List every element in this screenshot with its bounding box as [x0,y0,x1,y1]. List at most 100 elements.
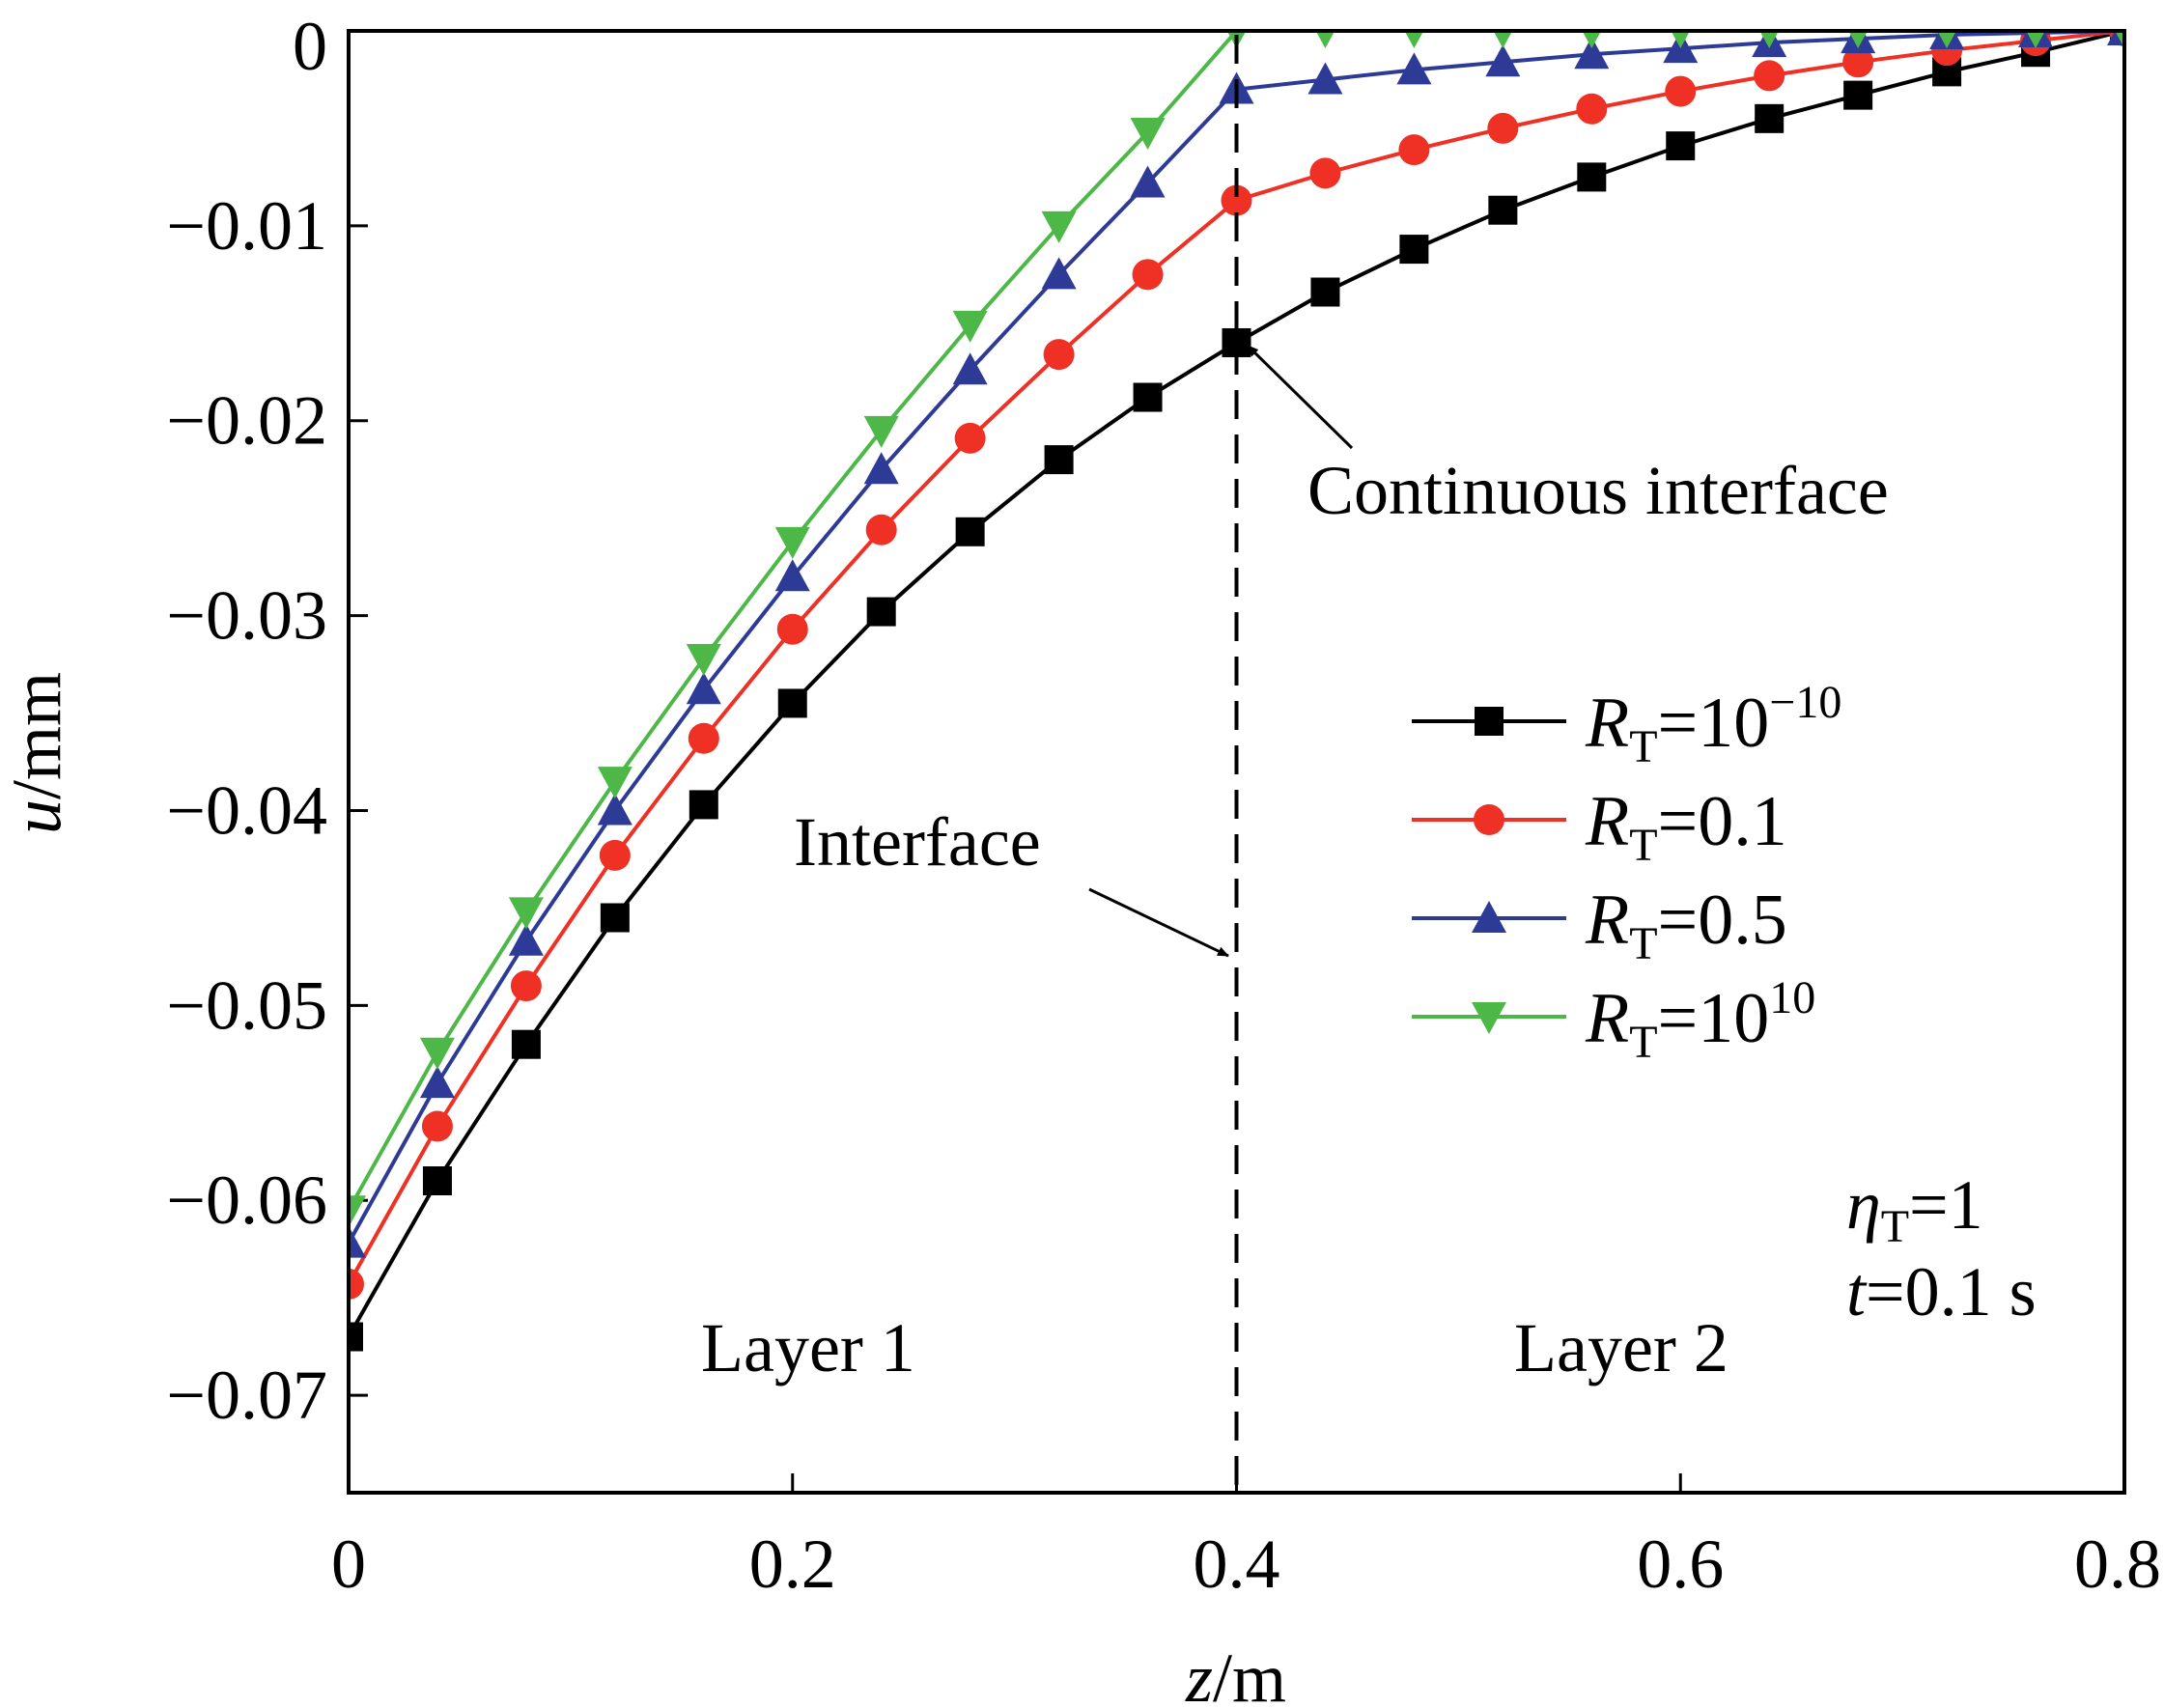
data-point [1755,103,1785,133]
data-point [510,970,542,1002]
data-point [1485,44,1521,77]
layer-1-label: Layer 1 [701,1309,915,1386]
data-point [866,597,896,627]
data-point [421,1110,453,1142]
data-point [1396,52,1432,85]
data-point [1315,31,1335,48]
data-point [1132,259,1164,291]
x-tick-label: 0 [331,1526,366,1603]
data-point [422,1166,452,1196]
data-point [863,452,899,485]
legend-label: RT=10−10 [1585,677,1841,772]
time-parameter-label: t=0.1 s [1846,1253,2037,1330]
legend-item: RT=0.5 [1412,881,1787,969]
legend-item: RT=0.1 [1412,782,1787,871]
y-tick-label: −0.03 [166,577,327,655]
x-axis-var: z [1185,1639,1213,1708]
data-point [349,1225,366,1258]
legend-marker [1472,901,1506,933]
interface-label: Interface [794,803,1041,881]
y-tick-label: −0.07 [166,1357,327,1434]
x-tick-label: 0.4 [1194,1526,1280,1603]
data-point [1399,235,1429,265]
data-point [1671,31,1691,48]
data-point [1044,445,1074,475]
data-point [686,644,721,677]
data-point [952,310,988,343]
data-point [776,613,808,645]
data-point [349,1269,364,1300]
legend: RT=10−10 RT=0.1 RT=0.5RT=1010 [1412,677,1841,1068]
y-tick-label: −0.01 [166,187,327,265]
series-1 [349,31,2124,1352]
data-point [2115,31,2124,48]
layer-2-label: Layer 2 [1514,1309,1728,1386]
data-point [1398,134,1430,166]
data-point [2026,31,2045,48]
y-tick-label: −0.02 [166,382,327,460]
x-tick-label: 0.8 [2074,1526,2161,1603]
data-point [1487,112,1519,144]
continuous-interface-label: Continuous interface [1307,452,1889,529]
data-point [686,672,721,705]
series-2 [349,31,2124,1300]
y-tick-label: −0.05 [166,966,327,1044]
data-point [349,1322,363,1352]
data-point [1665,75,1697,107]
data-point [1666,131,1696,161]
interface-arrow [1088,887,1229,958]
legend-item: RT=10−10 [1412,677,1841,772]
data-point [1488,195,1518,225]
data-point [1937,31,1956,48]
data-point [777,688,807,718]
continuous-interface-arrow [1246,344,1354,450]
data-point [597,793,632,826]
data-point [774,526,810,559]
data-point [1843,80,1873,110]
plot-frame [347,29,2126,1495]
legend-item: RT=1010 [1412,972,1815,1068]
y-axis-var: u [0,799,75,834]
data-point [1307,62,1343,95]
data-point [1043,339,1075,371]
data-point [419,1066,455,1099]
data-point [688,722,719,754]
y-axis-ticks: 0 −0.01 −0.02 −0.03 −0.04 −0.05 −0.06 −0.07 [166,8,368,1434]
x-tick-label: 0.2 [749,1526,836,1603]
data-point [1493,31,1513,48]
data-point [1133,382,1163,412]
series-line [349,31,2124,1212]
data-point [1309,157,1341,189]
data-point [1041,210,1077,243]
data-point [952,352,988,385]
data-point [1577,162,1607,192]
data-point [1041,257,1077,290]
data-point [349,1195,366,1228]
data-point [1576,93,1608,125]
data-point [1404,31,1424,48]
data-point [1759,31,1780,48]
data-point [865,514,897,546]
data-point [1130,117,1166,150]
data-point [863,415,899,448]
x-tick-label: 0.6 [1637,1526,1724,1603]
data-point [954,422,986,454]
x-axis-unit: /m [1213,1639,1286,1708]
data-point [1842,46,1874,78]
data-point [1130,165,1166,198]
y-tick-label: 0 [293,8,327,85]
legend-marker [1474,804,1504,835]
y-tick-label: −0.06 [166,1162,327,1239]
data-point [508,897,544,930]
data-point [511,1029,541,1059]
data-point [774,559,810,592]
y-tick-label: −0.04 [166,771,327,849]
y-axis-label: u/mm [0,672,75,834]
series-4 [349,31,2124,1228]
legend-marker [1475,707,1504,736]
legend-label: RT=0.5 [1585,881,1787,969]
data-point [1848,31,1868,48]
data-point [419,1037,455,1070]
y-axis-unit: /mm [0,672,75,799]
